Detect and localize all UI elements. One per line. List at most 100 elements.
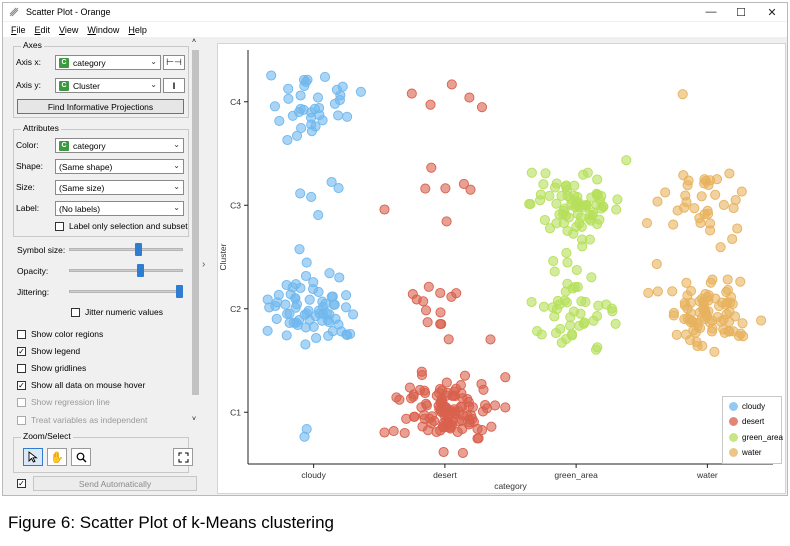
data-point[interactable] — [472, 433, 483, 444]
data-point[interactable] — [435, 307, 446, 318]
data-point[interactable] — [441, 377, 452, 388]
data-point[interactable] — [651, 258, 662, 270]
data-point[interactable] — [340, 302, 352, 313]
data-point[interactable] — [312, 92, 324, 103]
data-point[interactable] — [724, 306, 735, 317]
data-point[interactable] — [577, 234, 588, 245]
data-point[interactable] — [446, 79, 457, 90]
data-point[interactable] — [409, 411, 420, 422]
data-point[interactable] — [304, 294, 315, 305]
data-point[interactable] — [643, 287, 654, 298]
data-point[interactable] — [418, 296, 429, 307]
data-point[interactable] — [715, 242, 726, 253]
data-point[interactable] — [562, 190, 573, 202]
data-point[interactable] — [612, 194, 623, 205]
data-point[interactable] — [311, 332, 322, 344]
data-point[interactable] — [679, 300, 690, 311]
menu-help[interactable]: Help — [128, 24, 147, 35]
data-point[interactable] — [735, 328, 746, 339]
data-point[interactable] — [500, 402, 511, 413]
data-point[interactable] — [299, 431, 310, 442]
data-point[interactable] — [419, 410, 430, 421]
data-point[interactable] — [441, 216, 452, 227]
axis-y-swap-button[interactable]: I — [163, 78, 185, 93]
data-point[interactable] — [313, 286, 324, 297]
data-point[interactable] — [308, 277, 319, 288]
jitter-numeric-checkbox[interactable]: Jitter numeric values — [71, 307, 163, 317]
data-point[interactable] — [443, 418, 454, 429]
data-point[interactable] — [685, 335, 696, 346]
data-point[interactable] — [668, 310, 679, 321]
data-point[interactable] — [423, 281, 434, 292]
data-point[interactable] — [681, 277, 692, 288]
data-point[interactable] — [610, 318, 621, 329]
data-point[interactable] — [566, 329, 578, 340]
data-point[interactable] — [314, 308, 325, 319]
data-point[interactable] — [426, 418, 437, 429]
data-point[interactable] — [689, 203, 700, 214]
jittering-handle[interactable] — [176, 285, 183, 298]
data-point[interactable] — [464, 92, 475, 103]
data-point[interactable] — [273, 289, 284, 300]
data-point[interactable] — [727, 233, 738, 245]
data-point[interactable] — [667, 286, 678, 297]
data-point[interactable] — [702, 292, 713, 303]
data-point[interactable] — [551, 218, 562, 229]
data-point[interactable] — [452, 426, 463, 438]
data-point[interactable] — [420, 305, 432, 316]
data-point[interactable] — [696, 191, 707, 202]
data-point[interactable] — [416, 366, 427, 377]
data-point[interactable] — [439, 407, 450, 418]
data-point[interactable] — [334, 272, 345, 283]
data-point[interactable] — [677, 89, 688, 100]
data-point[interactable] — [290, 302, 301, 313]
data-point[interactable] — [282, 134, 293, 146]
data-point[interactable] — [465, 184, 476, 195]
scatter-plot[interactable]: cloudy desert green_area waterC1C2C3C4categ… — [218, 44, 785, 493]
data-point[interactable] — [329, 299, 340, 310]
data-point[interactable] — [569, 180, 580, 191]
data-point[interactable] — [549, 311, 560, 322]
data-point[interactable] — [730, 194, 741, 206]
data-point[interactable] — [440, 183, 451, 194]
data-point[interactable] — [692, 341, 703, 352]
data-point[interactable] — [283, 83, 294, 94]
data-point[interactable] — [672, 205, 683, 216]
data-point[interactable] — [287, 282, 298, 293]
symbol-size-slider[interactable] — [69, 248, 183, 251]
data-point[interactable] — [551, 198, 562, 209]
data-point[interactable] — [455, 380, 466, 391]
data-point[interactable] — [641, 218, 653, 229]
collapse-panel-icon[interactable]: › — [202, 259, 206, 270]
data-point[interactable] — [324, 317, 335, 328]
data-point[interactable] — [326, 176, 337, 188]
data-point[interactable] — [710, 189, 721, 200]
data-point[interactable] — [586, 272, 597, 283]
data-point[interactable] — [562, 257, 573, 268]
data-point[interactable] — [425, 99, 436, 110]
zoom-tool-button[interactable] — [71, 448, 91, 466]
data-point[interactable] — [699, 178, 710, 189]
data-point[interactable] — [489, 400, 501, 411]
data-point[interactable] — [562, 225, 573, 236]
data-point[interactable] — [718, 199, 729, 210]
data-point[interactable] — [526, 296, 537, 308]
data-point[interactable] — [539, 214, 550, 226]
data-point[interactable] — [680, 190, 691, 201]
close-icon[interactable]: ✕ — [767, 6, 777, 19]
data-point[interactable] — [296, 123, 307, 134]
scrollbar-thumb[interactable] — [192, 50, 199, 395]
data-point[interactable] — [552, 295, 563, 306]
data-point[interactable] — [582, 167, 593, 178]
menu-edit[interactable]: Edit — [34, 24, 51, 35]
control-panel-scrollbar[interactable]: ˄ ˅ — [191, 38, 200, 426]
send-automatically-button[interactable]: Send Automatically — [33, 476, 197, 491]
size-combo[interactable]: (Same size) ⌄ — [55, 180, 184, 195]
data-point[interactable] — [565, 320, 576, 331]
data-point[interactable] — [707, 274, 718, 285]
data-point[interactable] — [294, 244, 305, 255]
data-point[interactable] — [724, 168, 735, 179]
show-legend-checkbox[interactable]: ✓ Show legend — [17, 346, 81, 356]
data-point[interactable] — [306, 112, 317, 123]
data-point[interactable] — [435, 287, 446, 299]
